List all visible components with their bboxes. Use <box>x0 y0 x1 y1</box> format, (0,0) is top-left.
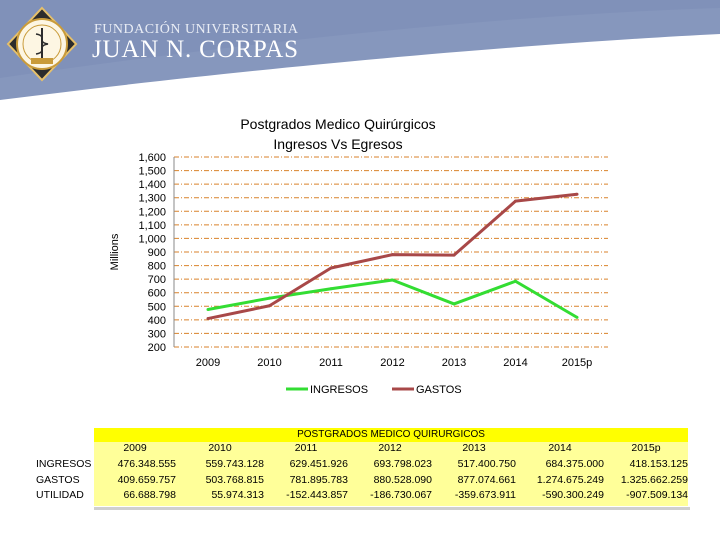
grid <box>173 156 608 348</box>
y-tick-label: 1,200 <box>138 206 166 218</box>
table-cell: -152.443.857 <box>286 489 348 501</box>
table-cell: 880.528.090 <box>373 474 432 486</box>
y-tick-label: 400 <box>148 315 166 327</box>
x-tick-label: 2012 <box>380 357 404 369</box>
x-tick-label: 2014 <box>503 357 527 369</box>
table-cell: 1.325.662.259 <box>620 474 688 486</box>
table-cell: 877.074.661 <box>457 474 516 486</box>
year-cell: 2012 <box>378 442 402 454</box>
y-tick-label: 1,100 <box>138 220 166 232</box>
y-tick-label: 1,300 <box>138 193 166 205</box>
series-lines <box>206 192 579 321</box>
table-cell: 781.895.783 <box>289 474 348 486</box>
table-title: POSTGRADOS MEDICO QUIRURGICOS <box>94 428 688 442</box>
chart-title: Postgrados Medico Quirúrgicos <box>240 116 435 132</box>
table-cell: -359.673.911 <box>454 489 516 501</box>
university-seal-icon <box>6 6 78 82</box>
table-shadow <box>94 507 690 510</box>
x-tick-label: 2013 <box>442 357 466 369</box>
x-tick-label: 2011 <box>319 357 343 369</box>
series-line-ingresos <box>207 278 578 319</box>
x-tick-label: 2010 <box>257 357 281 369</box>
table-cell: 517.400.750 <box>457 458 516 470</box>
table-row: UTILIDAD 66.688.798 55.974.313 -152.443.… <box>36 489 688 501</box>
y-tick-label: 300 <box>148 328 166 340</box>
header-band <box>0 0 720 100</box>
table-cell: 684.375.000 <box>545 458 604 470</box>
legend: INGRESOS GASTOS <box>286 384 462 396</box>
table-row: GASTOS 409.659.757 503.768.815 781.895.7… <box>36 474 688 486</box>
chart: Postgrados Medico Quirúrgicos Ingresos V… <box>109 116 608 396</box>
table-cell: -590.300.249 <box>542 489 604 501</box>
row-label: GASTOS <box>36 474 94 486</box>
year-cell: 2009 <box>123 442 147 454</box>
data-point <box>329 266 333 270</box>
y-tick-label: 200 <box>148 342 166 354</box>
data-point <box>575 192 579 196</box>
data-point <box>452 302 456 306</box>
table-cell: 559.743.128 <box>205 458 264 470</box>
table-body-background <box>94 442 688 506</box>
data-point <box>206 317 210 321</box>
data-point <box>268 304 271 308</box>
table-cell: 476.348.555 <box>117 458 176 470</box>
table-cell: -186.730.067 <box>370 489 432 501</box>
table-cell: 66.688.798 <box>123 489 176 501</box>
chart-subtitle: Ingresos Vs Egresos <box>273 136 402 152</box>
legend-label: INGRESOS <box>310 384 368 396</box>
y-axis-ticks: 2003004005006007008009001,0001,1001,2001… <box>138 152 166 354</box>
y-tick-label: 1,400 <box>138 179 166 191</box>
data-point <box>452 253 456 257</box>
year-cell: 2011 <box>294 442 318 454</box>
x-axis-ticks: 2009 2010 2011 2012 2013 2014 2015p <box>196 357 593 369</box>
data-point <box>329 287 333 291</box>
table-cell: 629.451.926 <box>289 458 348 470</box>
data-point <box>391 278 394 282</box>
y-tick-label: 800 <box>148 261 166 273</box>
table-header-row: 2009 2010 2011 2012 2013 2014 2015p <box>36 442 688 454</box>
table-cell: 409.659.757 <box>117 474 176 486</box>
table-cell: 418.153.125 <box>629 458 688 470</box>
year-cell: 2010 <box>208 442 232 454</box>
y-tick-label: 1,000 <box>138 233 166 245</box>
y-axis-title: Millions <box>109 233 121 270</box>
year-cell: 2014 <box>548 442 572 454</box>
table-row: INGRESOS 476.348.555 559.743.128 629.451… <box>36 458 688 470</box>
row-label: UTILIDAD <box>36 489 94 501</box>
table-cell: -907.509.134 <box>626 489 688 501</box>
y-tick-label: 900 <box>148 247 166 259</box>
y-tick-label: 1,500 <box>138 166 166 178</box>
data-point <box>514 279 517 283</box>
data-point <box>575 315 579 319</box>
data-table: POSTGRADOS MEDICO QUIRURGICOS 2009 2010 … <box>36 428 688 506</box>
chart-svg: Postgrados Medico Quirúrgicos Ingresos V… <box>109 116 608 396</box>
x-tick-label: 2009 <box>196 357 220 369</box>
data-point <box>391 253 394 257</box>
table-cell: 693.798.023 <box>373 458 432 470</box>
header: FUNDACIÓN UNIVERSITARIA JUAN N. CORPAS <box>0 0 720 100</box>
row-label: INGRESOS <box>36 458 94 470</box>
legend-label: GASTOS <box>416 384 462 396</box>
brand-subtitle: FUNDACIÓN UNIVERSITARIA <box>94 22 299 37</box>
data-point <box>514 199 517 203</box>
y-tick-label: 700 <box>148 274 166 286</box>
year-cell: 2015p <box>631 442 661 454</box>
x-tick-label: 2015p <box>562 357 593 369</box>
data-point <box>268 296 271 300</box>
y-tick-label: 1,600 <box>138 152 166 164</box>
table-cell: 55.974.313 <box>211 489 264 501</box>
table-cell: 1.274.675.249 <box>536 474 604 486</box>
table-cell: 503.768.815 <box>205 474 264 486</box>
y-tick-label: 600 <box>148 288 166 300</box>
year-cell: 2013 <box>462 442 486 454</box>
y-tick-label: 500 <box>148 301 166 313</box>
data-point <box>206 307 210 311</box>
brand-title: JUAN N. CORPAS <box>92 36 299 63</box>
